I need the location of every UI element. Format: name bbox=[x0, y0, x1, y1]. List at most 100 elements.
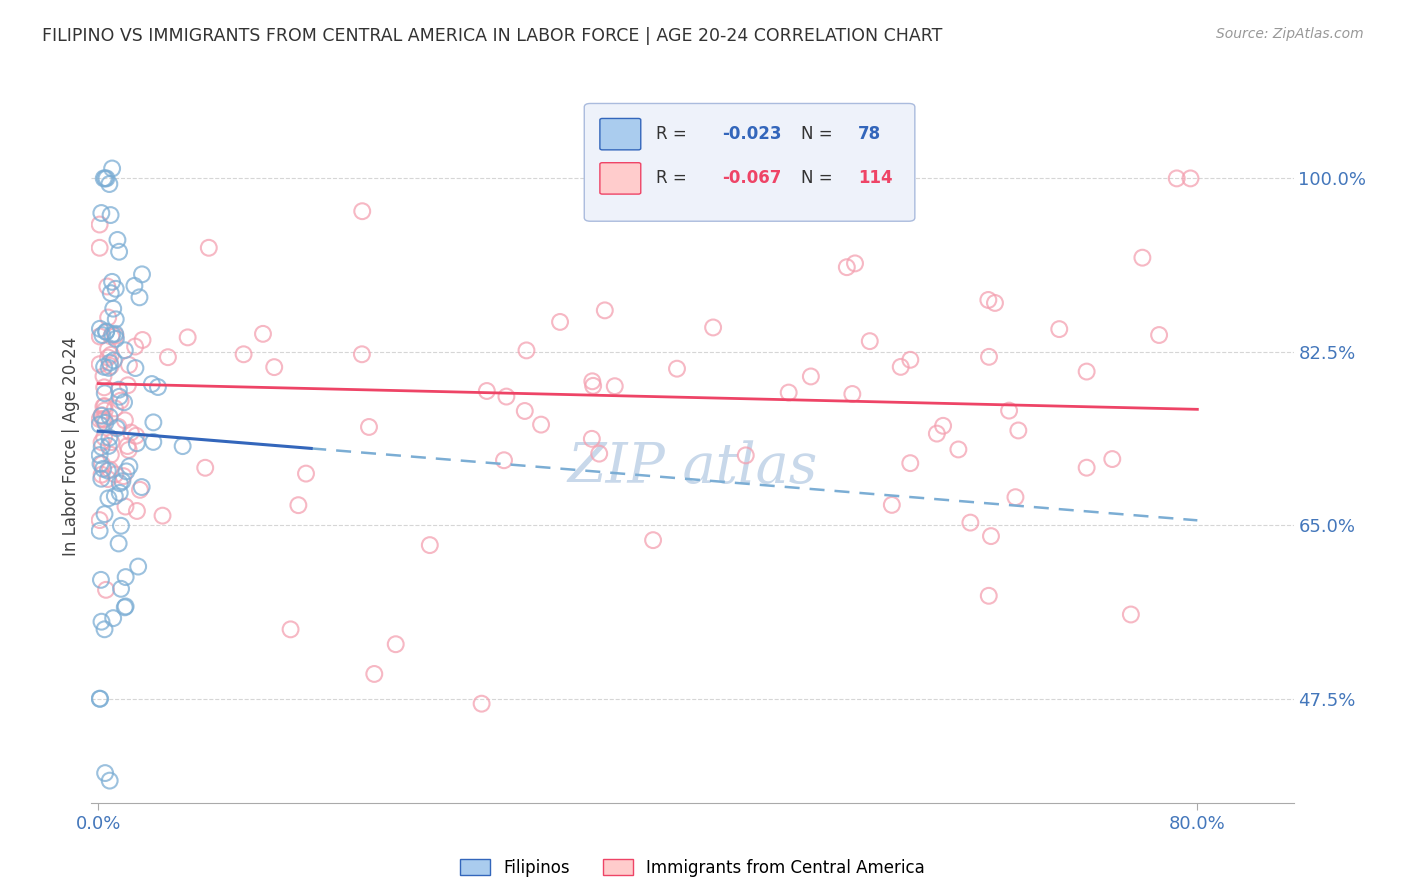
Point bbox=[593, 303, 616, 318]
Point bbox=[548, 315, 571, 329]
Point bbox=[108, 390, 131, 404]
Point bbox=[352, 204, 374, 219]
Point bbox=[91, 457, 114, 471]
Point bbox=[1076, 460, 1098, 475]
Point bbox=[475, 384, 498, 398]
Point bbox=[114, 343, 136, 358]
Point bbox=[530, 417, 553, 432]
Point bbox=[141, 377, 163, 392]
Point bbox=[97, 310, 120, 325]
Text: ZIP atlas: ZIP atlas bbox=[568, 440, 817, 495]
Point bbox=[350, 347, 373, 361]
Point bbox=[513, 404, 536, 418]
Point bbox=[93, 359, 115, 374]
Point bbox=[93, 369, 115, 384]
Point bbox=[131, 333, 153, 347]
Point bbox=[91, 328, 114, 343]
Point bbox=[980, 529, 1002, 543]
Point bbox=[898, 456, 921, 470]
Point bbox=[93, 380, 115, 394]
Point bbox=[90, 408, 112, 422]
Point bbox=[97, 472, 120, 486]
Point bbox=[107, 233, 129, 247]
Point bbox=[90, 440, 112, 454]
Point bbox=[898, 352, 921, 367]
Point bbox=[112, 395, 135, 409]
Point bbox=[932, 418, 955, 433]
Point bbox=[984, 296, 1007, 310]
Point bbox=[515, 343, 537, 358]
Point bbox=[108, 476, 131, 491]
Point bbox=[98, 463, 121, 477]
Point bbox=[1166, 171, 1188, 186]
Point bbox=[131, 268, 153, 282]
Point bbox=[125, 436, 148, 450]
Point bbox=[97, 464, 120, 478]
Point bbox=[93, 400, 115, 414]
Point bbox=[295, 467, 318, 481]
Point bbox=[100, 448, 122, 462]
Point bbox=[100, 359, 122, 373]
Point bbox=[100, 435, 122, 450]
Point bbox=[90, 409, 112, 423]
Point bbox=[89, 513, 111, 527]
Point bbox=[89, 691, 111, 706]
Point bbox=[142, 416, 165, 430]
Point bbox=[89, 218, 111, 232]
Point bbox=[198, 241, 221, 255]
Point bbox=[146, 380, 169, 394]
Point bbox=[104, 467, 127, 482]
Point bbox=[114, 413, 136, 427]
Point bbox=[666, 361, 689, 376]
Point bbox=[115, 464, 138, 478]
Point bbox=[1076, 365, 1098, 379]
Point bbox=[778, 385, 800, 400]
Point bbox=[363, 667, 385, 681]
Point bbox=[94, 766, 117, 780]
Point bbox=[108, 383, 131, 397]
Point bbox=[96, 279, 118, 293]
Text: R =: R = bbox=[657, 169, 692, 187]
Point bbox=[108, 486, 131, 500]
Point bbox=[94, 416, 117, 430]
Text: 114: 114 bbox=[858, 169, 893, 187]
Point bbox=[125, 504, 148, 518]
Point bbox=[835, 260, 858, 275]
Point bbox=[112, 469, 135, 483]
Point bbox=[582, 379, 605, 393]
Point bbox=[125, 428, 148, 442]
Point bbox=[97, 491, 120, 506]
Point bbox=[1007, 424, 1029, 438]
Text: FILIPINO VS IMMIGRANTS FROM CENTRAL AMERICA IN LABOR FORCE | AGE 20-24 CORRELATI: FILIPINO VS IMMIGRANTS FROM CENTRAL AMER… bbox=[42, 27, 942, 45]
Point bbox=[108, 244, 131, 259]
Point bbox=[97, 439, 120, 453]
Point bbox=[800, 369, 823, 384]
Point bbox=[880, 498, 903, 512]
Point bbox=[97, 360, 120, 375]
Point bbox=[129, 483, 152, 497]
Point bbox=[90, 615, 112, 629]
Point bbox=[495, 390, 517, 404]
Point bbox=[117, 378, 139, 392]
Point bbox=[357, 420, 380, 434]
Point bbox=[89, 357, 111, 371]
Point bbox=[89, 524, 111, 538]
Point bbox=[127, 559, 149, 574]
Point bbox=[93, 171, 115, 186]
Point bbox=[98, 356, 121, 370]
Point bbox=[104, 332, 127, 346]
Point bbox=[977, 589, 1000, 603]
Point bbox=[977, 350, 1000, 364]
Point bbox=[89, 241, 111, 255]
Point bbox=[114, 600, 136, 615]
Point bbox=[142, 434, 165, 449]
Point bbox=[948, 442, 970, 457]
Point bbox=[117, 439, 139, 453]
Point bbox=[89, 322, 111, 336]
Point bbox=[110, 582, 132, 596]
Point bbox=[114, 570, 136, 584]
Point bbox=[925, 426, 948, 441]
Point bbox=[101, 327, 124, 342]
Point bbox=[702, 320, 724, 334]
Point bbox=[471, 697, 494, 711]
